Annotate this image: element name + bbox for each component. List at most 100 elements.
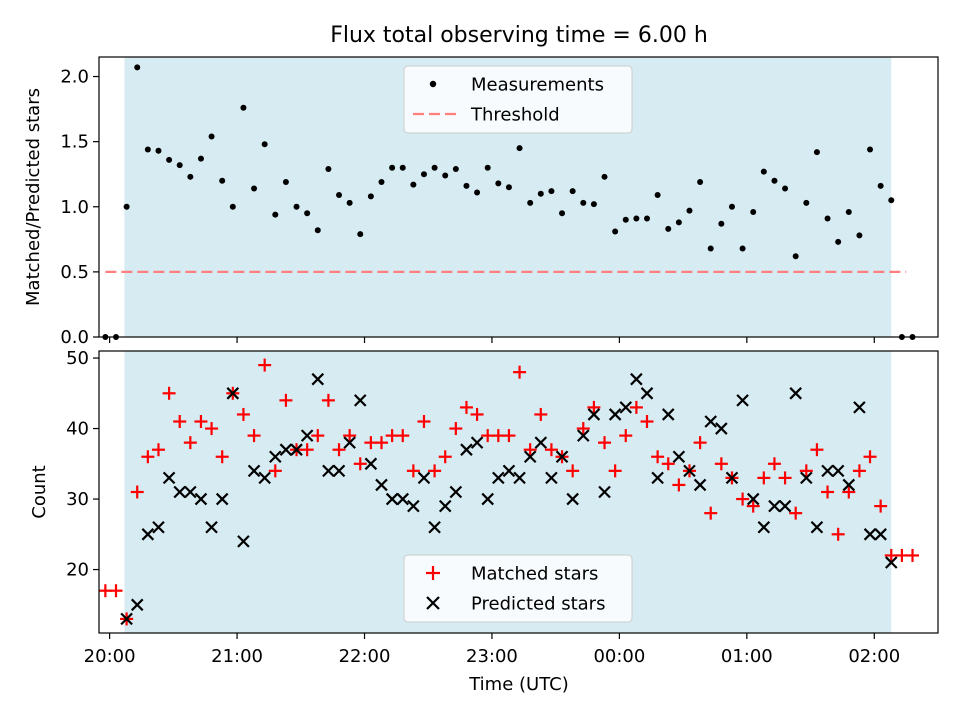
predicted-star-point [555,450,569,464]
measurement-point [399,164,406,171]
measurement-point [367,193,374,200]
predicted-star-point [672,450,686,464]
measurement-point [144,146,151,153]
matched-star-point [183,436,197,450]
predicted-star-point [757,520,771,534]
matched-star-point [311,429,325,443]
ratio-y-tick-label: 2.0 [60,67,89,88]
measurement-point [739,245,746,252]
matched-star-point [821,485,835,499]
measurement-point [336,192,343,199]
measurement-point [750,208,757,215]
matched-star-point [109,584,123,598]
matched-star-point [619,429,633,443]
measurement-point [686,207,693,214]
measurement-point [824,215,831,222]
measurement-point [644,215,651,222]
predicted-star-point [269,450,282,464]
measurement-point [229,203,236,210]
ratio-panel: 0.00.51.01.52.0 Matched/Predicted stars … [23,56,939,348]
matched-star-point [842,485,856,499]
predicted-star-point [640,387,654,400]
predicted-star-point [736,394,749,407]
predicted-star-point [279,443,293,456]
matched-star-point [162,386,176,400]
y-axis-label-ratio: Matched/Predicted stars [23,88,44,306]
legend-marker-predicted [426,596,440,610]
matched-star-point [714,457,728,471]
predicted-star-point [130,598,144,612]
predicted-star-point [290,443,303,456]
measurement-point [442,172,449,179]
measurement-point [166,156,173,163]
measurement-point [622,216,629,223]
matched-star-point [810,443,824,457]
measurement-point [675,219,682,226]
predicted-star-point [162,471,176,485]
predicted-star-point [768,499,781,513]
predicted-star-point [152,520,165,534]
measurement-point [261,141,268,148]
matched-star-point [736,492,750,506]
predicted-star-point [853,401,866,414]
measurement-point [187,173,194,180]
x-tick-label: 00:00 [593,646,645,667]
matched-star-point [300,443,314,457]
predicted-star-point [513,471,526,485]
matched-star-point [544,443,558,457]
matched-star-point [449,422,463,436]
measurement-point [845,208,852,215]
count-panel: 20 30 40 50 20:00 21:00 22:00 23:00 00:00 01:00 0… [29,348,939,695]
predicted-star-point [566,492,579,506]
matched-star-point [534,407,548,421]
predicted-star-point [364,457,378,471]
measurement-point [452,166,459,172]
predicted-star-point [385,492,399,506]
predicted-star-point [470,436,484,449]
measurement-point [728,203,735,210]
predicted-star-point [141,528,155,541]
matched-star-point [374,436,388,450]
measurement-point [813,149,820,156]
matched-star-point [130,485,144,499]
predicted-star-point [778,499,792,513]
matched-star-point [587,400,601,414]
predicted-star-point [205,520,218,534]
matched-star-point [778,471,792,485]
predicted-star-point [215,492,229,506]
predicted-star-point [831,464,845,478]
matched-star-point [470,407,484,421]
measurement-point [782,185,789,192]
legend-label-threshold: Threshold [470,105,560,126]
predicted-star-point [619,401,633,414]
predicted-star-point [247,464,261,478]
predicted-star-point [577,429,590,442]
predicted-star-point [884,556,898,569]
measurement-point [463,182,470,189]
matched-star-point [428,464,442,478]
matched-star-point [141,450,155,464]
matched-star-point [438,450,452,464]
matched-star-point [236,407,250,421]
measurement-point [357,231,364,238]
predicted-star-point [810,520,824,534]
measurement-point [707,245,714,252]
predicted-star-point [651,471,664,485]
x-tick-label: 20:00 [84,646,136,667]
count-y-tick-label: 40 [66,419,89,440]
measurement-point [654,192,661,199]
ratio-y-tick-label: 1.5 [60,132,89,153]
matched-star-point [151,443,165,457]
predicted-star-point [258,471,271,485]
ratio-panel-frame [98,56,939,338]
predicted-star-point [449,485,463,499]
matched-star-point [205,422,219,436]
matched-star-point [406,464,420,478]
legend-marker-measurements [429,80,437,88]
measurement-point [420,171,427,178]
matched-star-point [831,527,845,541]
matched-star-point [194,415,208,428]
x-tick-label: 22:00 [339,646,391,667]
predicted-star-point [343,436,356,449]
chart-title: Flux total observing time = 6.00 h [330,23,708,48]
